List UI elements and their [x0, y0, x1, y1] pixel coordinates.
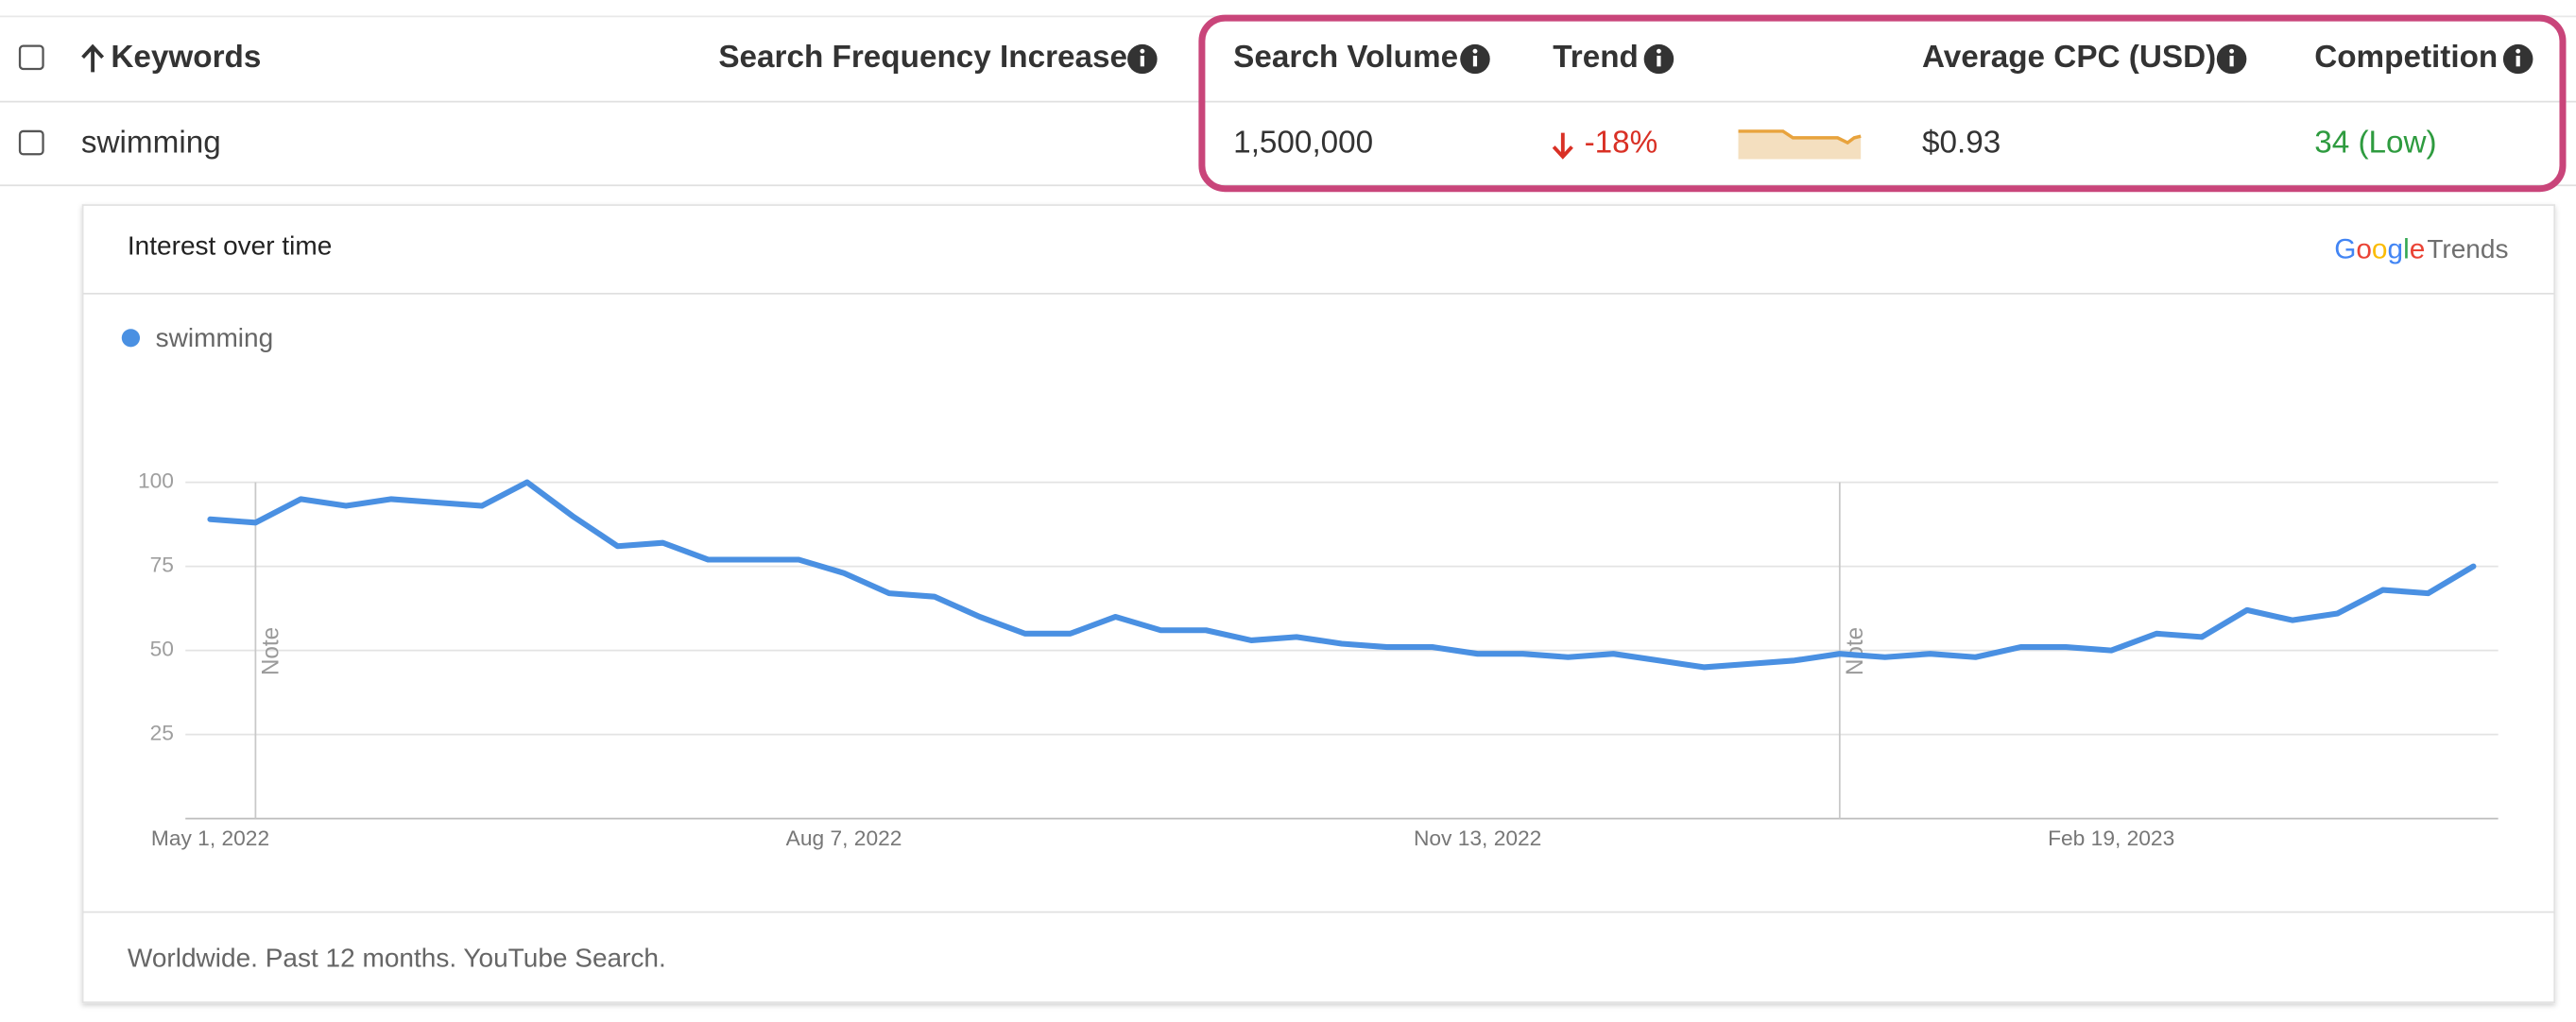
legend-marker: [121, 329, 141, 348]
info-icon[interactable]: [1127, 43, 1158, 75]
column-header[interactable]: Keywords: [111, 40, 261, 75]
search-volume: 1,500,000: [1233, 126, 1373, 161]
plot: 25 50 75 100 May 1, 2022 Aug 7, 2022 Nov 13, 2…: [121, 323, 2499, 850]
column-header[interactable]: Competition: [2314, 40, 2498, 75]
x-tick-label: Nov 13, 2022: [1414, 826, 1541, 850]
column-header[interactable]: Trend: [1553, 40, 1639, 75]
column-header[interactable]: Search Frequency Increase: [718, 40, 1127, 75]
x-tick-label: Feb 19, 2023: [2048, 826, 2174, 850]
y-tick-label: 75: [150, 553, 174, 577]
note-label: Note: [1843, 627, 1868, 675]
info-icon[interactable]: [2216, 43, 2247, 75]
info-icon[interactable]: [1460, 43, 1490, 75]
select-all-checkbox[interactable]: [18, 44, 44, 71]
series-line: [207, 479, 2477, 671]
y-tick-label: 100: [138, 468, 174, 493]
logo-brand: Google: [2334, 234, 2425, 265]
x-tick-label: Aug 7, 2022: [786, 826, 902, 850]
legend-label: swimming: [156, 323, 274, 352]
row-checkbox[interactable]: [18, 129, 44, 156]
sparkline: [1738, 129, 1862, 160]
column-header[interactable]: Average CPC (USD): [1922, 40, 2216, 75]
y-tick-label: 25: [150, 721, 174, 745]
y-tick-label: 50: [150, 637, 174, 661]
average-cpc: $0.93: [1922, 126, 2001, 161]
trends-card: [81, 204, 2556, 1004]
logo-product: Trends: [2427, 234, 2508, 264]
info-icon[interactable]: [1643, 43, 1674, 75]
x-tick-label: May 1, 2022: [151, 826, 269, 850]
competition: 34 (Low): [2314, 126, 2436, 161]
chart-footer: Worldwide. Past 12 months. YouTube Searc…: [128, 943, 666, 972]
note-label: Note: [258, 627, 283, 675]
trend-value: -18%: [1585, 126, 1658, 161]
highlight-box: [1198, 14, 2567, 193]
column-header[interactable]: Search Volume: [1233, 40, 1458, 75]
chart-title: Interest over time: [128, 231, 332, 261]
trend-down-arrow: [1552, 132, 1573, 160]
keyword[interactable]: swimming: [81, 126, 221, 161]
info-icons: [1127, 43, 2533, 75]
sort-arrow: [81, 43, 105, 73]
info-icon[interactable]: [2502, 43, 2533, 75]
